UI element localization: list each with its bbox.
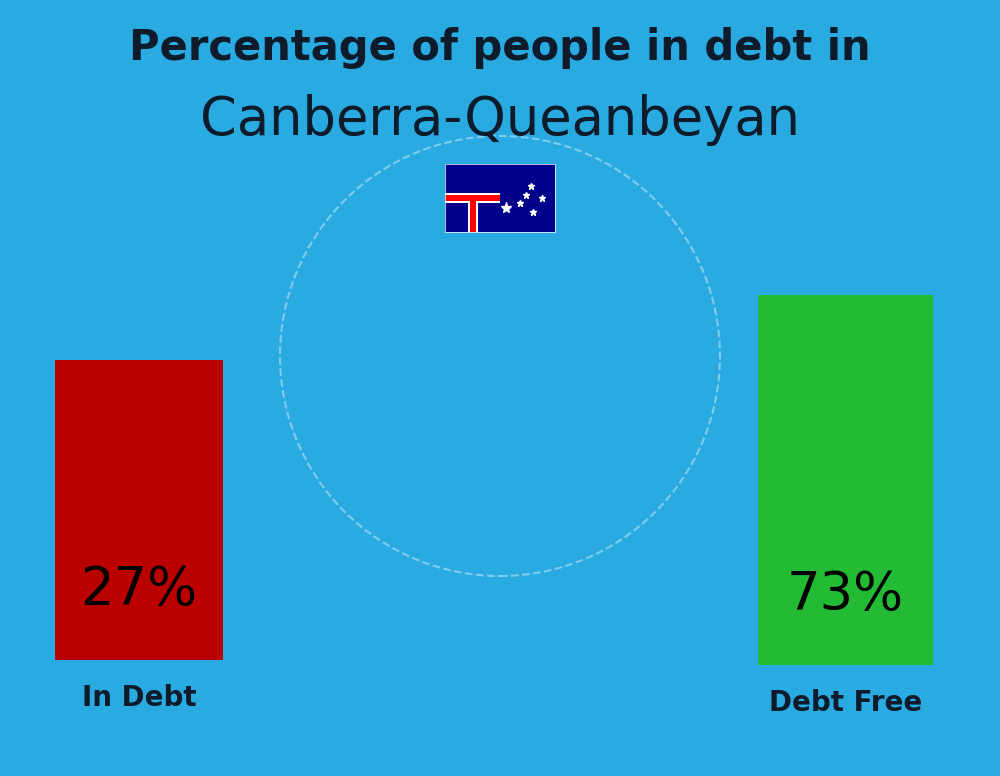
Circle shape xyxy=(280,136,720,576)
Bar xyxy=(445,195,500,201)
Bar xyxy=(445,193,500,203)
Text: Canberra-Queanbeyan: Canberra-Queanbeyan xyxy=(200,94,800,146)
Text: 73%: 73% xyxy=(787,569,904,621)
Text: Debt Free: Debt Free xyxy=(769,689,922,717)
Bar xyxy=(468,198,478,232)
Text: In Debt: In Debt xyxy=(82,684,196,712)
Bar xyxy=(445,164,555,232)
Bar xyxy=(445,164,555,232)
Bar xyxy=(55,360,223,660)
Bar xyxy=(470,198,476,232)
Text: 27%: 27% xyxy=(80,564,198,616)
Bar xyxy=(758,295,933,665)
Text: Percentage of people in debt in: Percentage of people in debt in xyxy=(129,27,871,69)
